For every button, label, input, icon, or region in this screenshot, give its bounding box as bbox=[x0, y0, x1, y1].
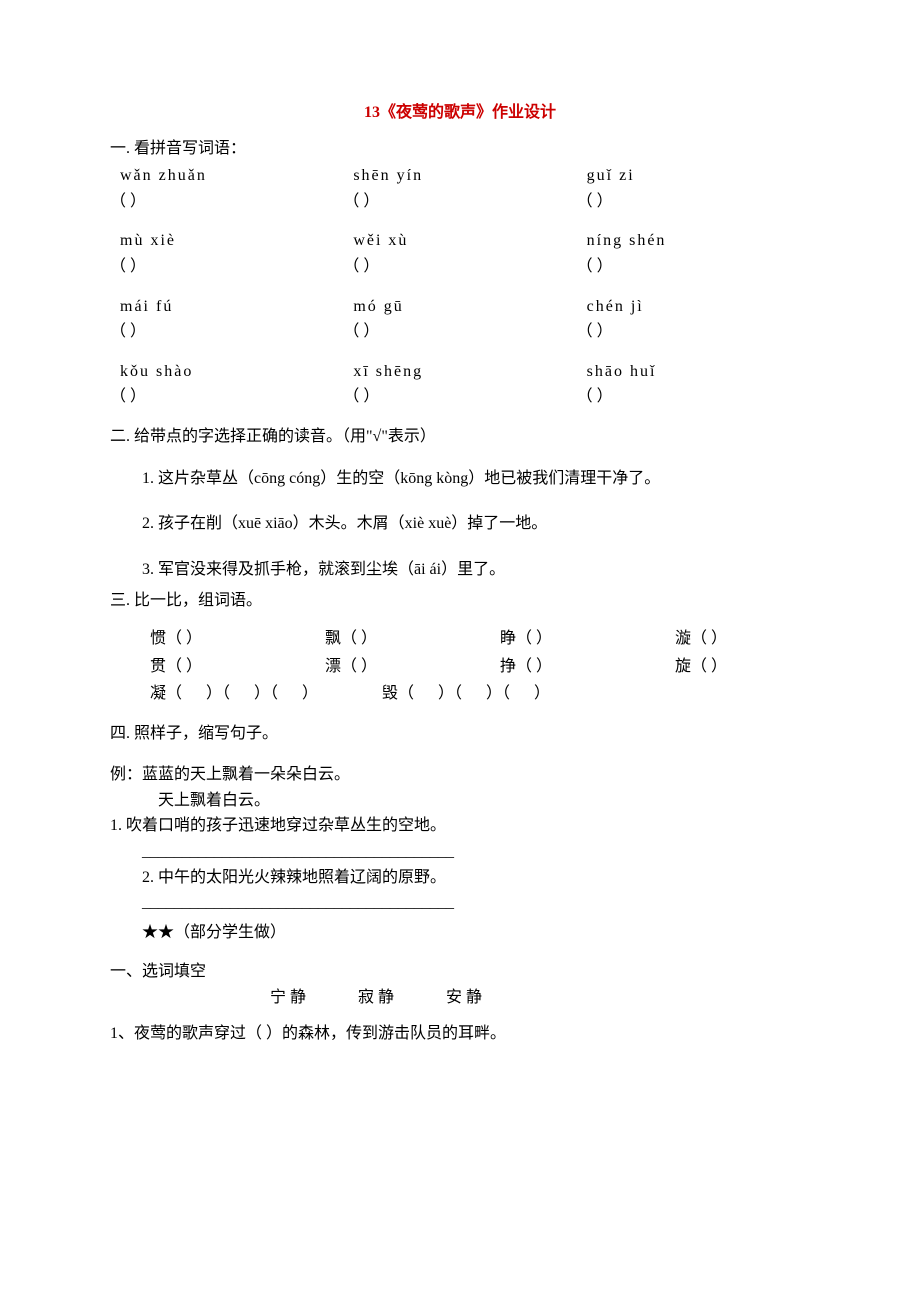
title-number: 13 bbox=[364, 104, 380, 121]
zici-cell: 飘（ ） bbox=[285, 626, 460, 652]
pinyin-cell: xī shēng bbox=[343, 363, 423, 380]
pinyin-cell: shēn yín bbox=[343, 167, 423, 184]
zici-row: 贯（ ） 漂（ ） 挣（ ） 旋（ ） bbox=[110, 654, 810, 680]
paren-cell: （ ） bbox=[577, 323, 613, 340]
pinyin-row: mù xiè wěi xù níng shén bbox=[110, 228, 810, 254]
paren-row: （ ） （ ） （ ） bbox=[110, 189, 810, 215]
zici-cell: 漩（ ） bbox=[635, 626, 810, 652]
zici-cell: 旋（ ） bbox=[635, 654, 810, 680]
page-title: 13《夜莺的歌声》作业设计 bbox=[110, 100, 810, 126]
example-text: 蓝蓝的天上飘着一朵朵白云。 bbox=[142, 766, 350, 783]
example-label: 例： bbox=[110, 766, 142, 783]
zici-wide-row: 凝（ ）（ ）（ ） 毁（ ）（ ）（ ） bbox=[110, 681, 810, 707]
pinyin-cell: guǐ zi bbox=[577, 167, 635, 184]
paren-cell: （ ） bbox=[343, 388, 379, 405]
word-choices: 宁静 寂静 安静 bbox=[110, 985, 810, 1011]
pinyin-cell: mái fú bbox=[110, 298, 173, 315]
pinyin-cell: shāo huǐ bbox=[577, 363, 657, 380]
paren-cell: （ ） bbox=[110, 323, 146, 340]
pinyin-row: mái fú mó gū chén jì bbox=[110, 294, 810, 320]
pinyin-row: wǎn zhuǎn shēn yín guǐ zi bbox=[110, 163, 810, 189]
star-section-marker: ★★（部分学生做） bbox=[110, 920, 810, 946]
zici-cell: 睁（ ） bbox=[460, 626, 635, 652]
blank-line: _______________________________________ bbox=[110, 890, 810, 916]
section5-heading: 一、选词填空 bbox=[110, 959, 810, 985]
pinyin-cell: mù xiè bbox=[110, 232, 176, 249]
section2-item: 3. 军官没来得及抓手枪，就滚到尘埃（āi ái）里了。 bbox=[110, 557, 810, 583]
zici-cell: 漂（ ） bbox=[285, 654, 460, 680]
paren-row: （ ） （ ） （ ） bbox=[110, 384, 810, 410]
title-text: 《夜莺的歌声》作业设计 bbox=[380, 104, 556, 121]
pinyin-cell: wǎn zhuǎn bbox=[110, 167, 207, 184]
example-line: 例：蓝蓝的天上飘着一朵朵白云。 bbox=[110, 762, 810, 788]
paren-cell: （ ） bbox=[343, 258, 379, 275]
zici-cell: 贯（ ） bbox=[110, 654, 285, 680]
section1-heading: 一. 看拼音写词语： bbox=[110, 136, 810, 162]
section3-heading: 三. 比一比，组词语。 bbox=[110, 588, 810, 614]
paren-cell: （ ） bbox=[110, 258, 146, 275]
pinyin-cell: chén jì bbox=[577, 298, 644, 315]
blank-line: _______________________________________ bbox=[110, 839, 810, 865]
section2-item: 2. 孩子在削（xuē xiāo）木头。木屑（xiè xuè）掉了一地。 bbox=[110, 511, 810, 537]
section2-heading: 二. 给带点的字选择正确的读音。（用"√"表示） bbox=[110, 424, 810, 450]
pinyin-cell: wěi xù bbox=[343, 232, 408, 249]
paren-cell: （ ） bbox=[110, 193, 146, 210]
paren-row: （ ） （ ） （ ） bbox=[110, 319, 810, 345]
paren-row: （ ） （ ） （ ） bbox=[110, 254, 810, 280]
pinyin-cell: níng shén bbox=[577, 232, 667, 249]
zici-cell: 惯（ ） bbox=[110, 626, 285, 652]
section2-item: 1. 这片杂草丛（cōng cóng）生的空（kōng kòng）地已被我们清理… bbox=[110, 466, 810, 492]
example-line: 天上飘着白云。 bbox=[110, 788, 810, 814]
pinyin-cell: kǒu shào bbox=[110, 363, 193, 380]
paren-cell: （ ） bbox=[343, 193, 379, 210]
zici-cell: 挣（ ） bbox=[460, 654, 635, 680]
paren-cell: （ ） bbox=[577, 388, 613, 405]
paren-cell: （ ） bbox=[577, 193, 613, 210]
section5-item: 1、夜莺的歌声穿过（ ）的森林，传到游击队员的耳畔。 bbox=[110, 1021, 810, 1047]
pinyin-cell: mó gū bbox=[343, 298, 403, 315]
paren-cell: （ ） bbox=[577, 258, 613, 275]
section4-heading: 四. 照样子，缩写句子。 bbox=[110, 721, 810, 747]
section4-item: 1. 吹着口哨的孩子迅速地穿过杂草丛生的空地。 bbox=[110, 813, 810, 839]
paren-cell: （ ） bbox=[110, 388, 146, 405]
pinyin-row: kǒu shào xī shēng shāo huǐ bbox=[110, 359, 810, 385]
zici-row: 惯（ ） 飘（ ） 睁（ ） 漩（ ） bbox=[110, 626, 810, 652]
paren-cell: （ ） bbox=[343, 323, 379, 340]
section4-item: 2. 中午的太阳光火辣辣地照着辽阔的原野。 bbox=[110, 865, 810, 891]
